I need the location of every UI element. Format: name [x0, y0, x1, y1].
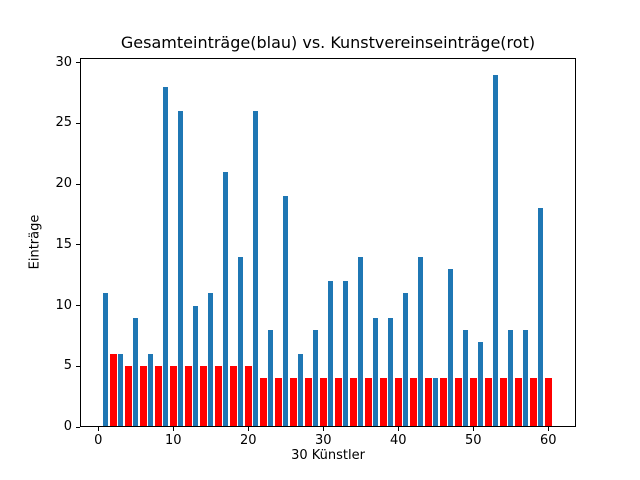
bar-gesamt [118, 354, 124, 427]
bar-kunstverein [394, 378, 402, 427]
bar-gesamt [448, 269, 454, 427]
x-axis-label: 30 Künstler [291, 448, 365, 463]
bar-kunstverein [499, 378, 507, 427]
y-axis-label: Einträge [27, 214, 43, 270]
bar-kunstverein [109, 354, 117, 427]
bar-kunstverein [364, 378, 372, 427]
bar-kunstverein [334, 378, 342, 427]
bar-gesamt [358, 256, 364, 427]
bar-gesamt [103, 293, 109, 427]
x-tick-label: 30 [315, 433, 332, 448]
bar-kunstverein [349, 378, 357, 427]
bar-gesamt [388, 317, 394, 427]
bar-kunstverein [379, 378, 387, 427]
plot-area [80, 58, 576, 427]
x-tick-mark [472, 427, 474, 431]
x-tick-label: 10 [165, 433, 182, 448]
y-tick-mark [76, 183, 80, 185]
bar-kunstverein [259, 378, 267, 427]
bar-gesamt [343, 281, 349, 427]
x-tick-label: 0 [94, 433, 103, 448]
bar-gesamt [418, 256, 424, 427]
bar-gesamt [283, 196, 289, 427]
bar-gesamt [223, 171, 229, 427]
y-tick-mark [76, 426, 80, 428]
bar-gesamt [403, 293, 409, 427]
bar-gesamt [268, 329, 274, 427]
bar-kunstverein [244, 366, 252, 427]
x-tick-label: 50 [465, 433, 482, 448]
x-tick-mark [247, 427, 249, 431]
bar-gesamt [298, 354, 304, 427]
bar-kunstverein [274, 378, 282, 427]
bar-kunstverein [424, 378, 432, 427]
bar-gesamt [193, 305, 199, 427]
bar-gesamt [493, 74, 499, 427]
bar-gesamt [373, 317, 379, 427]
y-tick-mark [76, 122, 80, 124]
bar-gesamt [328, 281, 334, 427]
bar-kunstverein [214, 366, 222, 427]
bar-gesamt [148, 354, 154, 427]
bar-kunstverein [124, 366, 132, 427]
y-tick-mark [76, 305, 80, 306]
bar-kunstverein [184, 366, 192, 427]
bar-gesamt [433, 378, 439, 427]
bar-kunstverein [514, 378, 522, 427]
bar-gesamt [163, 86, 169, 427]
bar-kunstverein [199, 366, 207, 427]
bar-kunstverein [229, 366, 237, 427]
bar-kunstverein [439, 378, 447, 427]
bar-kunstverein [454, 378, 462, 427]
bar-gesamt [463, 329, 469, 427]
x-tick-mark [97, 427, 99, 431]
bar-gesamt [538, 208, 544, 427]
x-tick-mark [397, 427, 399, 431]
bar-gesamt [238, 256, 244, 427]
bar-kunstverein [169, 366, 177, 427]
y-tick-mark [76, 62, 80, 63]
y-tick-label: 25 [55, 115, 72, 131]
bar-gesamt [523, 329, 529, 427]
x-tick-label: 60 [540, 433, 557, 448]
bar-kunstverein [484, 378, 492, 427]
x-tick-mark [172, 427, 174, 431]
x-tick-label: 40 [390, 433, 407, 448]
bar-kunstverein [469, 378, 477, 427]
bar-gesamt [133, 317, 139, 427]
y-tick-label: 0 [63, 419, 72, 434]
bar-kunstverein [154, 366, 162, 427]
bar-gesamt [253, 111, 259, 427]
y-tick-label: 20 [55, 176, 72, 191]
chart-title: Gesamteinträge(blau) vs. Kunstvereinsein… [120, 33, 536, 52]
x-tick-mark [322, 427, 324, 431]
y-tick-label: 10 [55, 297, 72, 313]
bar-gesamt [313, 329, 319, 427]
x-tick-mark [547, 427, 549, 431]
bar-gesamt [208, 293, 214, 427]
bar-gesamt [178, 111, 184, 427]
bar-kunstverein [544, 378, 552, 427]
bar-kunstverein [304, 378, 312, 427]
y-tick-label: 15 [55, 236, 72, 252]
y-tick-label: 5 [63, 358, 72, 374]
y-tick-mark [76, 244, 80, 246]
x-tick-label: 20 [240, 433, 257, 448]
bar-kunstverein [139, 366, 147, 427]
bar-kunstverein [529, 378, 537, 427]
y-tick-label: 30 [55, 54, 72, 70]
y-tick-mark [76, 365, 80, 367]
bar-kunstverein [319, 378, 327, 427]
bar-kunstverein [409, 378, 417, 427]
bar-gesamt [508, 329, 514, 427]
bar-gesamt [478, 341, 484, 427]
bar-kunstverein [289, 378, 297, 427]
